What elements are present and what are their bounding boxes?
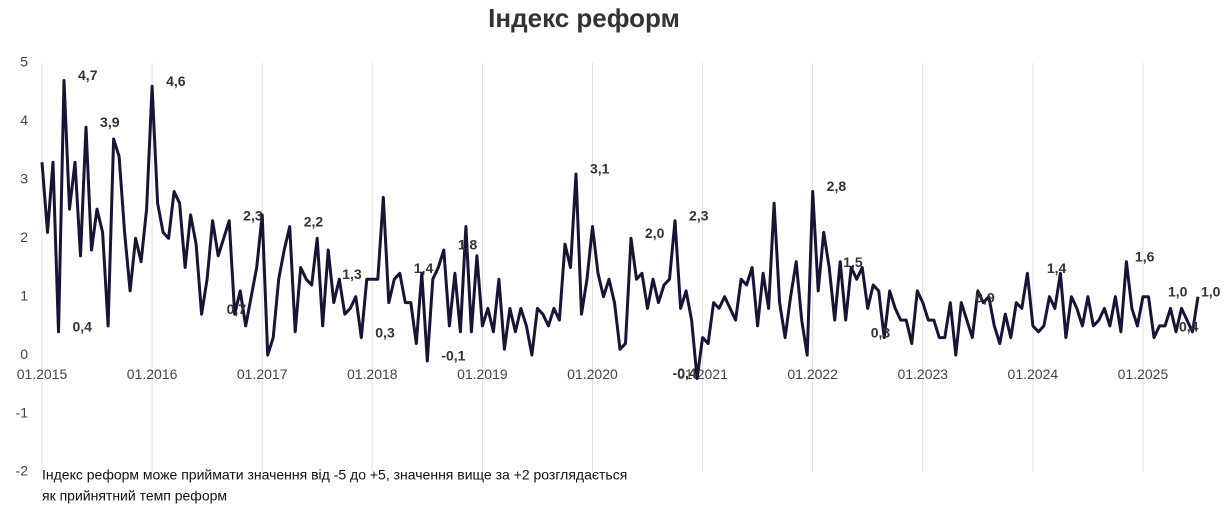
x-tick-label: 01.2024	[1008, 366, 1059, 382]
annotation: 1,0	[1201, 283, 1221, 299]
note-line: як прийнятний темп реформ	[42, 488, 227, 504]
annotation: 2,3	[243, 207, 263, 223]
annotation: 1,8	[458, 237, 478, 253]
x-tick-label: 01.2015	[17, 366, 68, 382]
annotation: -0,4	[673, 365, 697, 381]
annotation: 0,7	[227, 301, 247, 317]
x-tick-label: 01.2019	[457, 366, 508, 382]
annotation: 2,8	[827, 178, 847, 194]
annotation: 0,3	[375, 324, 395, 340]
x-tick-label: 01.2025	[1118, 366, 1169, 382]
annotation: 1,6	[1135, 248, 1155, 264]
annotation: 0,3	[871, 324, 891, 340]
y-tick-label: 3	[20, 171, 28, 187]
annotation: 1,5	[843, 254, 863, 270]
annotation: 1,3	[342, 266, 362, 282]
y-tick-label: -1	[16, 404, 29, 420]
x-tick-label: 01.2018	[347, 366, 398, 382]
x-tick-label: 01.2016	[127, 366, 178, 382]
annotation: 1,4	[1047, 260, 1067, 276]
annotation: -0,1	[441, 348, 465, 364]
x-tick-label: 01.2022	[787, 366, 838, 382]
annotation: 3,1	[590, 161, 610, 177]
x-tick-label: 01.2021	[677, 366, 728, 382]
annotation: 2,0	[645, 225, 665, 241]
annotation: 1,0	[1168, 283, 1188, 299]
x-tick-label: 01.2020	[567, 366, 618, 382]
annotation: 4,7	[78, 67, 98, 83]
annotation: 2,2	[304, 213, 324, 229]
y-tick-label: -2	[16, 463, 29, 479]
y-tick-label: 1	[20, 287, 28, 303]
annotation: 0,4	[73, 318, 93, 334]
annotation: 3,9	[100, 114, 120, 130]
x-tick-label: 01.2023	[897, 366, 948, 382]
annotation: 4,6	[166, 73, 186, 89]
y-tick-label: 4	[20, 112, 28, 128]
data-line	[40, 79, 1200, 380]
y-tick-label: 0	[20, 346, 28, 362]
annotation: 0,9	[975, 289, 995, 305]
y-tick-label: 5	[20, 54, 28, 70]
annotation: 0,4	[1179, 318, 1199, 334]
x-tick-label: 01.2017	[237, 366, 288, 382]
annotation: 2,3	[689, 207, 709, 223]
note-line: Індекс реформ може приймати значення від…	[42, 467, 627, 483]
y-tick-label: 2	[20, 229, 28, 245]
annotation: 1,4	[414, 260, 434, 276]
chart-title: Індекс реформ	[488, 3, 680, 33]
